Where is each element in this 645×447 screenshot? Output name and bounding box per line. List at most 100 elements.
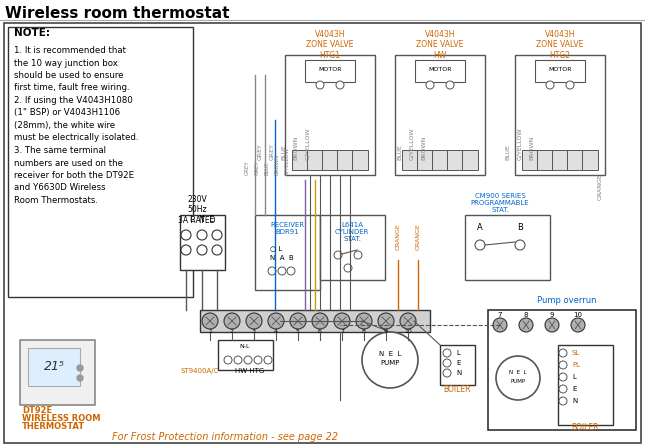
Circle shape (197, 245, 207, 255)
Bar (462, 150, 478, 170)
Circle shape (268, 313, 284, 329)
Circle shape (426, 81, 434, 89)
Bar (285, 55, 375, 175)
Text: DT92E: DT92E (22, 406, 52, 415)
Text: 1. It is recommended that
the 10 way junction box
should be used to ensure
first: 1. It is recommended that the 10 way jun… (14, 46, 139, 205)
Text: ○ L: ○ L (270, 245, 283, 251)
Text: 10: 10 (573, 312, 582, 318)
Circle shape (400, 313, 416, 329)
Bar (322, 150, 338, 170)
Circle shape (571, 318, 585, 332)
Text: ST9400A/C: ST9400A/C (181, 368, 219, 374)
Bar (180, 215, 225, 270)
Text: 8: 8 (362, 329, 366, 334)
Text: G/YELLOW: G/YELLOW (410, 127, 415, 160)
Circle shape (334, 251, 342, 259)
Text: GREY: GREY (257, 143, 263, 160)
Circle shape (244, 356, 252, 364)
Text: BLUE: BLUE (397, 144, 402, 160)
Text: PUMP: PUMP (381, 360, 400, 366)
Bar (582, 150, 598, 170)
Circle shape (559, 385, 567, 393)
Text: BLUE: BLUE (281, 144, 286, 160)
Text: ORANGE: ORANGE (415, 223, 421, 250)
Circle shape (287, 267, 295, 275)
Text: V4043H
ZONE VALVE
HTG1: V4043H ZONE VALVE HTG1 (306, 30, 353, 60)
Circle shape (443, 369, 451, 377)
Text: N-L: N-L (240, 344, 250, 349)
Circle shape (334, 313, 350, 329)
Text: 1: 1 (208, 329, 212, 334)
Text: GREY: GREY (270, 143, 275, 160)
Circle shape (77, 375, 83, 381)
Bar (200, 310, 430, 332)
Text: N  E  L: N E L (379, 351, 401, 357)
Bar (402, 150, 418, 170)
Bar (447, 150, 463, 170)
Circle shape (212, 230, 222, 240)
Bar (417, 150, 433, 170)
Text: 2: 2 (230, 329, 234, 334)
Text: V4043H
ZONE VALVE
HW: V4043H ZONE VALVE HW (416, 30, 464, 60)
Text: GREY: GREY (255, 160, 259, 175)
Text: A: A (477, 223, 483, 232)
Text: BLUE: BLUE (506, 144, 510, 160)
Circle shape (234, 356, 242, 364)
Circle shape (224, 356, 232, 364)
Bar (255, 215, 320, 290)
Text: MOTOR: MOTOR (428, 67, 452, 72)
Text: N  A  B: N A B (270, 255, 293, 261)
Circle shape (224, 313, 240, 329)
Circle shape (356, 313, 372, 329)
Text: N: N (572, 398, 577, 404)
Text: BROWN: BROWN (421, 135, 426, 160)
Text: E: E (572, 386, 577, 392)
Text: BOILER: BOILER (571, 423, 599, 432)
Circle shape (268, 267, 276, 275)
Text: Pump overrun: Pump overrun (537, 296, 597, 305)
Circle shape (559, 373, 567, 381)
Bar (8, 27, 193, 297)
Text: GREY: GREY (244, 160, 250, 175)
Text: PL: PL (572, 362, 580, 368)
Circle shape (559, 397, 567, 405)
Text: BLUE: BLUE (264, 161, 270, 175)
Bar (352, 150, 368, 170)
Text: HW HTG: HW HTG (235, 368, 264, 374)
Circle shape (212, 245, 222, 255)
Text: WIRELESS ROOM: WIRELESS ROOM (22, 414, 101, 423)
Text: BROWN: BROWN (275, 154, 279, 175)
Bar (337, 150, 353, 170)
Circle shape (354, 251, 362, 259)
Circle shape (566, 81, 574, 89)
Text: For Frost Protection information - see page 22: For Frost Protection information - see p… (112, 432, 338, 442)
Circle shape (344, 264, 352, 272)
Bar (465, 215, 550, 280)
Text: G/YELLOW: G/YELLOW (306, 127, 310, 160)
Text: BROWN: BROWN (293, 135, 299, 160)
Circle shape (546, 81, 554, 89)
Circle shape (246, 313, 262, 329)
Bar (20, 340, 95, 405)
Circle shape (336, 81, 344, 89)
Text: BROWN: BROWN (530, 135, 535, 160)
Text: 230V
50Hz
3A RATED: 230V 50Hz 3A RATED (178, 195, 215, 225)
Text: V4043H
ZONE VALVE
HTG2: V4043H ZONE VALVE HTG2 (536, 30, 584, 60)
Text: Wireless room thermostat: Wireless room thermostat (5, 5, 230, 21)
Circle shape (496, 356, 540, 400)
Bar (552, 150, 568, 170)
Text: 9: 9 (550, 312, 554, 318)
Text: ORANGE: ORANGE (597, 173, 602, 200)
Text: L: L (456, 350, 460, 356)
Circle shape (197, 230, 207, 240)
Circle shape (362, 332, 418, 388)
Text: SL: SL (572, 350, 580, 356)
Text: N  E  L: N E L (510, 370, 527, 375)
Bar (535, 60, 585, 82)
Bar (567, 150, 583, 170)
Circle shape (312, 313, 328, 329)
Bar (28, 348, 80, 386)
Text: L  N  E: L N E (190, 215, 214, 224)
Text: 21⁵: 21⁵ (43, 360, 64, 374)
Bar (395, 55, 485, 175)
